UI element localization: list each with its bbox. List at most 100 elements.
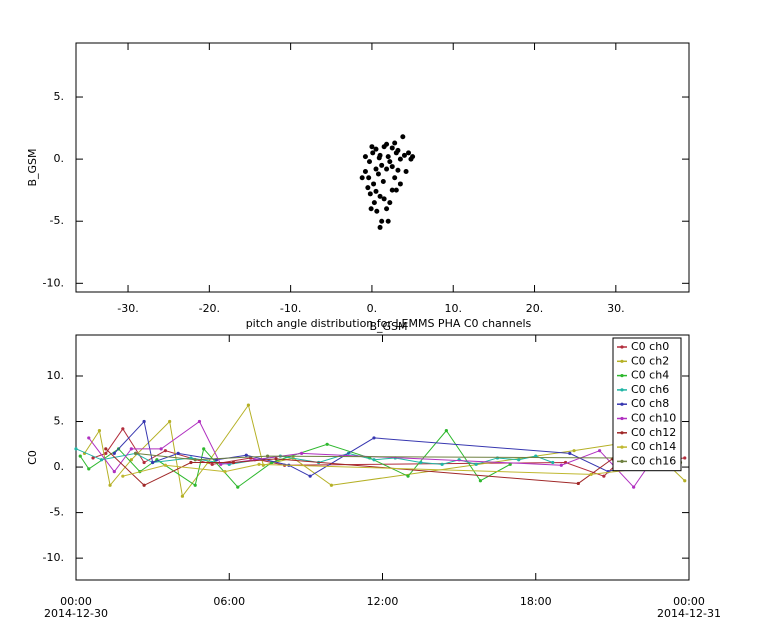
point — [384, 166, 390, 172]
series-line — [88, 420, 652, 488]
point — [632, 485, 636, 489]
point — [366, 159, 372, 165]
point — [329, 483, 334, 487]
x-tick-label: 20. — [526, 302, 544, 315]
legend-label: C0 ch16 — [631, 454, 676, 467]
point — [99, 458, 104, 462]
point — [193, 458, 197, 462]
point — [377, 193, 383, 199]
point — [371, 181, 377, 187]
x-tick-label: -10. — [280, 302, 301, 315]
x-tick-label: 00:00 2014-12-30 — [44, 595, 108, 620]
point — [87, 467, 91, 471]
legend-label: C0 ch4 — [631, 369, 669, 382]
legend-label: C0 ch0 — [631, 340, 669, 353]
point — [401, 152, 407, 158]
point — [176, 451, 180, 456]
point — [419, 460, 423, 465]
point — [387, 159, 393, 165]
point — [374, 208, 380, 214]
point — [104, 447, 108, 451]
x-tick-label: 10. — [444, 302, 462, 315]
point — [97, 429, 102, 433]
x-tick-label: 30. — [607, 302, 625, 315]
legend-swatch — [620, 374, 624, 378]
legend-swatch — [620, 459, 624, 463]
point — [142, 460, 146, 465]
point — [389, 164, 395, 170]
point — [385, 218, 391, 224]
x-tick-label: 00:00 2014-12-31 — [657, 595, 721, 620]
legend-label: C0 ch12 — [631, 426, 676, 439]
legend-swatch — [620, 431, 624, 435]
point — [406, 150, 412, 156]
point — [370, 150, 376, 156]
series-line — [84, 403, 686, 498]
point — [129, 447, 133, 451]
point — [380, 178, 386, 184]
y-tick-label: 5. — [54, 90, 65, 103]
x-tick-label: -20. — [199, 302, 220, 315]
point — [362, 154, 368, 160]
point — [379, 162, 385, 168]
plot-frame — [75, 42, 690, 293]
point — [142, 419, 146, 424]
point — [376, 155, 382, 161]
point — [444, 429, 448, 433]
point — [368, 206, 374, 212]
legend-swatch — [620, 416, 624, 421]
point — [568, 451, 572, 456]
point — [219, 462, 223, 466]
series-line — [113, 420, 647, 477]
point — [508, 462, 512, 466]
point — [121, 427, 125, 431]
point — [384, 141, 390, 147]
y-tick-label: 10. — [47, 369, 65, 382]
x-axis-label: B_GSM — [369, 320, 407, 333]
point — [91, 456, 95, 460]
point — [474, 462, 478, 466]
point — [74, 447, 78, 451]
point — [129, 458, 133, 462]
point — [384, 206, 390, 212]
point — [387, 200, 393, 206]
point — [377, 224, 383, 230]
point — [395, 147, 401, 153]
point — [180, 494, 185, 498]
legend-swatch — [620, 388, 624, 392]
point — [202, 447, 206, 451]
point — [372, 458, 376, 462]
x-tick-label: 18:00 — [519, 595, 552, 608]
point — [440, 462, 444, 466]
point — [373, 166, 379, 172]
point — [373, 188, 379, 194]
y-tick-label: -5. — [50, 214, 64, 227]
point — [189, 460, 193, 465]
x-tick-label: -30. — [117, 302, 138, 315]
point — [244, 453, 248, 457]
point — [369, 144, 375, 150]
point — [559, 463, 563, 467]
point — [395, 167, 401, 173]
point — [108, 483, 112, 487]
point — [392, 140, 398, 146]
point — [308, 474, 312, 478]
point — [121, 474, 125, 478]
point — [389, 187, 395, 193]
legend-label: C0 ch10 — [631, 412, 676, 425]
point — [683, 479, 687, 483]
point — [231, 460, 236, 465]
point — [168, 419, 172, 424]
point — [362, 169, 368, 175]
point — [359, 175, 365, 181]
y-axis-label: B_GSM — [26, 148, 39, 186]
point — [381, 196, 387, 202]
legend-label: C0 ch6 — [631, 383, 669, 396]
point — [385, 154, 391, 160]
point — [197, 419, 202, 424]
point — [589, 472, 593, 476]
point — [403, 169, 409, 175]
point — [551, 460, 555, 465]
y-tick-label: -5. — [50, 506, 64, 519]
